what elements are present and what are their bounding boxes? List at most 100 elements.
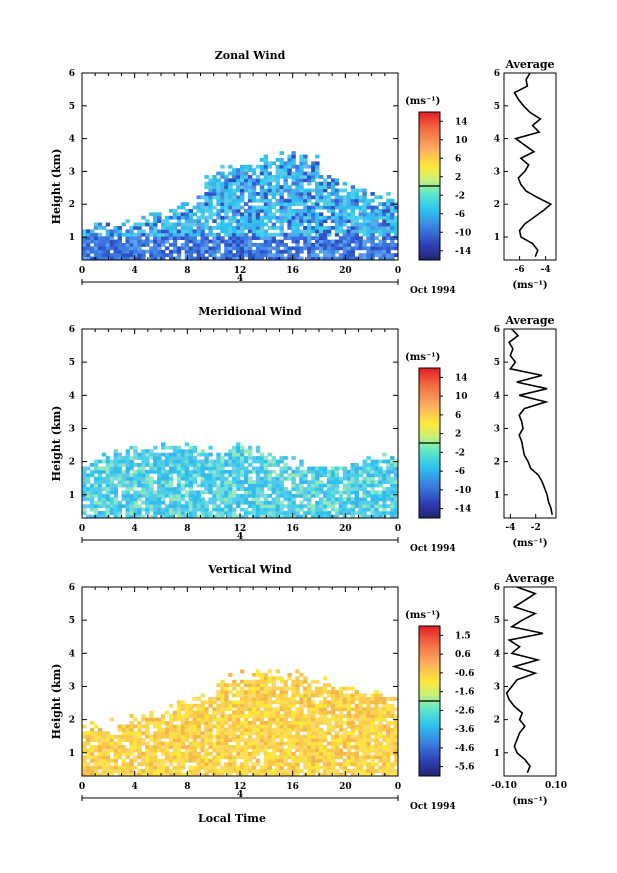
heatmap-cell — [176, 246, 182, 251]
heatmap-cell — [176, 215, 182, 220]
heatmap-cell — [291, 772, 296, 777]
heatmap-cell — [350, 253, 355, 257]
heatmap-cell — [283, 717, 288, 722]
heatmap-cell — [232, 714, 237, 718]
heatmap-cell — [244, 758, 249, 763]
heatmap-cell — [346, 507, 352, 512]
heatmap-cell — [121, 256, 126, 261]
heatmap-cell — [255, 487, 261, 491]
heatmap-cell — [334, 195, 340, 200]
heatmap-cell — [232, 452, 237, 457]
heatmap-cell — [172, 463, 178, 467]
heatmap-cell — [354, 466, 359, 471]
heatmap-cell — [259, 205, 265, 210]
heatmap-cell — [232, 246, 237, 251]
heatmap-cell — [346, 717, 352, 722]
heatmap-cell — [386, 758, 391, 763]
heatmap-cell — [334, 232, 340, 237]
heatmap-cell — [244, 507, 249, 512]
heatmap-cell — [362, 469, 367, 474]
heatmap-cell — [354, 748, 359, 753]
heatmap-cell — [386, 738, 391, 742]
heatmap-cell — [326, 721, 332, 725]
heatmap-cell — [374, 473, 379, 478]
heatmap-cell — [394, 463, 399, 467]
y-axis-label: Height (km) — [50, 149, 63, 225]
heatmap-cell — [299, 198, 304, 203]
heatmap-cell — [346, 476, 352, 481]
heatmap-cell — [255, 710, 261, 715]
heatmap-cell — [267, 755, 272, 760]
heatmap-cell — [113, 239, 118, 244]
heatmap-cell — [374, 714, 379, 718]
heatmap-cell — [161, 497, 166, 502]
heatmap-cell — [362, 219, 367, 223]
heatmap-cell — [93, 500, 99, 505]
heatmap-cell — [236, 188, 241, 193]
heatmap-cell — [176, 212, 182, 217]
heatmap-cell — [263, 239, 269, 244]
heatmap-cell — [192, 219, 197, 223]
heatmap-cell — [374, 500, 379, 505]
heatmap-cell — [251, 232, 257, 237]
heatmap-cell — [232, 686, 237, 691]
heatmap-cell — [145, 745, 150, 749]
heatmap-cell — [220, 738, 225, 742]
heatmap-cell — [117, 249, 122, 254]
heatmap-cell — [89, 463, 95, 467]
heatmap-cell — [101, 239, 107, 244]
heatmap-cell — [113, 229, 118, 234]
heatmap-cell — [168, 222, 174, 227]
heatmap-cell — [287, 171, 292, 176]
heatmap-cell — [303, 493, 308, 498]
heatmap-cell — [192, 514, 197, 519]
heatmap-cell — [342, 476, 348, 481]
heatmap-cell — [208, 469, 213, 474]
heatmap-cell — [93, 483, 99, 488]
heatmap-cell — [97, 514, 103, 519]
heatmap-cell — [240, 714, 245, 718]
heatmap-cell — [133, 246, 138, 251]
heatmap-cell — [330, 500, 336, 505]
heatmap-cell — [319, 188, 324, 193]
heatmap-cell — [323, 676, 328, 681]
heatmap-cell — [275, 480, 280, 484]
heatmap-cell — [319, 466, 324, 471]
heatmap-cell — [129, 721, 134, 725]
heatmap-cell — [382, 755, 387, 760]
heatmap-cell — [141, 493, 146, 498]
day-label: 4 — [237, 790, 243, 800]
heatmap-cell — [86, 229, 91, 234]
heatmap-cell — [117, 511, 122, 515]
x-tick-label: 20 — [339, 524, 352, 534]
heatmap-cell — [311, 469, 316, 474]
heatmap-cell — [350, 707, 355, 712]
heatmap-cell — [299, 703, 304, 708]
heatmap-cell — [176, 463, 182, 467]
heatmap-cell — [97, 236, 103, 240]
heatmap-cell — [259, 178, 265, 183]
heatmap-cell — [382, 507, 387, 512]
heatmap-cell — [180, 772, 186, 777]
heatmap-cell — [267, 493, 272, 498]
heatmap-cell — [129, 463, 134, 467]
heatmap-cell — [291, 721, 296, 725]
heatmap-cell — [232, 212, 237, 217]
heatmap-cell — [89, 514, 95, 519]
heatmap-cell — [251, 507, 257, 512]
heatmap-cell — [394, 507, 399, 512]
heatmap-cell — [291, 236, 296, 240]
heatmap-cell — [307, 731, 312, 736]
heatmap-cell — [326, 497, 332, 502]
heatmap-cell — [299, 202, 304, 206]
heatmap-cell — [212, 748, 217, 753]
heatmap-cell — [137, 476, 142, 481]
heatmap-cell — [295, 493, 300, 498]
heatmap-cell — [279, 466, 284, 471]
y-tick-label: 6 — [69, 69, 75, 79]
heatmap-cell — [196, 762, 201, 767]
heatmap-cell — [129, 473, 134, 478]
heatmap-cell — [208, 731, 213, 736]
heatmap-cell — [283, 679, 288, 684]
heatmap-cell — [354, 469, 359, 474]
